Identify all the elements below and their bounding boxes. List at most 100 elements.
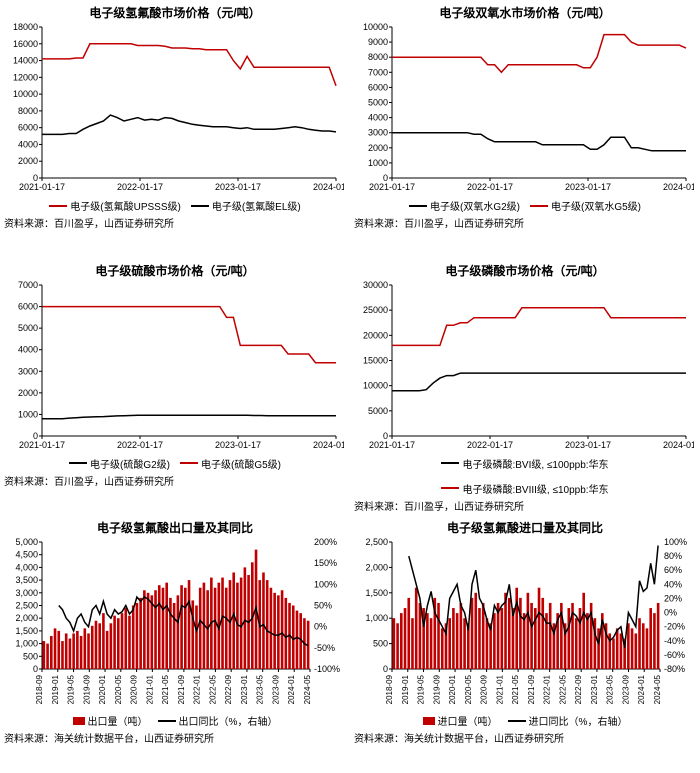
chart-svg: 0200040006000800010000120001400016000180… xyxy=(4,21,344,196)
svg-text:2022-01: 2022-01 xyxy=(193,675,202,705)
legend-item: 电子级(硫酸G5级) xyxy=(180,456,281,471)
bar xyxy=(437,603,440,669)
svg-text:2021-05: 2021-05 xyxy=(161,675,170,705)
svg-text:2023-01-17: 2023-01-17 xyxy=(215,440,261,450)
series-line xyxy=(42,415,336,418)
svg-text:-50%: -50% xyxy=(314,643,335,653)
svg-text:2020-09: 2020-09 xyxy=(480,675,489,705)
svg-text:500: 500 xyxy=(373,639,388,649)
svg-text:2000: 2000 xyxy=(18,156,38,166)
chart-panel-p3: 电子级硫酸市场价格（元/吨）01000200030004000500060007… xyxy=(0,258,350,516)
legend-item: 电子级(双氧水G2级) xyxy=(409,198,520,213)
bar xyxy=(87,634,90,670)
legend: 电子级(硫酸G2级) 电子级(硫酸G5级) xyxy=(4,456,346,471)
svg-text:2024-01-17: 2024-01-17 xyxy=(663,440,694,450)
svg-text:40%: 40% xyxy=(664,580,682,590)
svg-text:2021-01-17: 2021-01-17 xyxy=(19,182,65,192)
bar xyxy=(463,619,466,670)
bar xyxy=(452,608,455,669)
svg-text:1,500: 1,500 xyxy=(365,588,388,598)
bar xyxy=(113,616,116,669)
legend-swatch xyxy=(191,205,209,207)
bar xyxy=(523,613,526,669)
chart-title: 电子级氢氟酸出口量及其同比 xyxy=(4,519,346,536)
bar xyxy=(214,588,217,669)
svg-text:30000: 30000 xyxy=(363,280,388,290)
svg-text:0: 0 xyxy=(33,664,38,674)
svg-text:2023-01: 2023-01 xyxy=(240,675,249,705)
series-line xyxy=(42,44,336,86)
svg-text:1,500: 1,500 xyxy=(15,626,38,636)
bar xyxy=(57,631,60,669)
svg-text:200%: 200% xyxy=(314,537,337,547)
bar xyxy=(110,624,113,670)
bar xyxy=(396,624,399,670)
svg-text:14000: 14000 xyxy=(13,56,38,66)
source-text: 资料来源：百川盈孚，山西证券研究所 xyxy=(4,215,346,230)
legend-label: 进口同比（%，右轴） xyxy=(529,713,628,728)
bar xyxy=(471,598,474,669)
svg-text:5000: 5000 xyxy=(368,405,388,415)
chart-svg: 05001,0001,5002,0002,500-80%-60%-40%-20%… xyxy=(354,536,694,711)
legend-item: 电子级磷酸:BVI级, ≤100ppb:华东 xyxy=(441,456,608,471)
bar xyxy=(188,580,191,669)
bar xyxy=(132,606,135,670)
bar xyxy=(91,626,94,669)
svg-text:0%: 0% xyxy=(314,622,327,632)
bar xyxy=(474,593,477,669)
svg-text:2021-01-17: 2021-01-17 xyxy=(369,182,415,192)
svg-text:60%: 60% xyxy=(664,566,682,576)
svg-text:2023-09: 2023-09 xyxy=(271,675,280,705)
svg-text:2022-09: 2022-09 xyxy=(574,675,583,705)
svg-text:10000: 10000 xyxy=(363,22,388,32)
svg-text:2020-09: 2020-09 xyxy=(130,675,139,705)
bar xyxy=(229,580,232,669)
svg-text:4000: 4000 xyxy=(18,344,38,354)
bar xyxy=(43,641,46,669)
legend-item: 电子级(氢氟酸UPSSS级) xyxy=(49,198,181,213)
svg-text:1000: 1000 xyxy=(368,158,388,168)
svg-text:10000: 10000 xyxy=(13,89,38,99)
bar xyxy=(646,629,649,670)
svg-text:2021-01-17: 2021-01-17 xyxy=(369,440,415,450)
legend: 电子级(氢氟酸UPSSS级)电子级(氢氟酸EL级) xyxy=(4,198,346,213)
svg-text:18000: 18000 xyxy=(13,22,38,32)
svg-text:1,000: 1,000 xyxy=(15,639,38,649)
svg-text:2020-05: 2020-05 xyxy=(464,675,473,705)
legend-label: 出口同比（%，右轴） xyxy=(179,713,278,728)
bar xyxy=(102,613,105,669)
series-line xyxy=(392,133,686,151)
svg-text:16000: 16000 xyxy=(13,39,38,49)
bar xyxy=(128,616,131,669)
chart-svg: 0500010000150002000025000300002021-01-17… xyxy=(354,279,694,454)
svg-text:80%: 80% xyxy=(664,551,682,561)
svg-text:1000: 1000 xyxy=(18,409,38,419)
bar xyxy=(124,608,127,669)
bar xyxy=(404,608,407,669)
legend-swatch xyxy=(180,462,198,464)
series-line xyxy=(409,546,658,648)
bar xyxy=(266,580,269,669)
bar xyxy=(460,603,463,669)
bar xyxy=(143,591,146,670)
legend-label: 电子级(硫酸G5级) xyxy=(201,456,281,471)
legend-label: 电子级磷酸:BVIII级, ≤10ppb:华东 xyxy=(462,481,608,496)
svg-text:2022-01-17: 2022-01-17 xyxy=(117,440,163,450)
bar xyxy=(69,639,72,669)
svg-text:7000: 7000 xyxy=(368,67,388,77)
bar xyxy=(54,629,57,670)
chart-title: 电子级双氧水市场价格（元/吨） xyxy=(354,4,696,21)
bar xyxy=(50,636,53,669)
svg-text:-20%: -20% xyxy=(664,622,685,632)
legend-item: 进口同比（%，右轴） xyxy=(508,713,628,728)
svg-text:-40%: -40% xyxy=(664,636,685,646)
legend-label: 电子级(硫酸G2级) xyxy=(90,456,170,471)
bar xyxy=(415,588,418,669)
bar xyxy=(635,634,638,670)
legend: 电子级(双氧水G2级)电子级(双氧水G5级) xyxy=(354,198,696,213)
svg-text:2,000: 2,000 xyxy=(15,614,38,624)
svg-text:9000: 9000 xyxy=(368,37,388,47)
svg-text:2,500: 2,500 xyxy=(365,537,388,547)
svg-text:2020-01: 2020-01 xyxy=(448,675,457,705)
svg-text:2022-05: 2022-05 xyxy=(208,675,217,705)
